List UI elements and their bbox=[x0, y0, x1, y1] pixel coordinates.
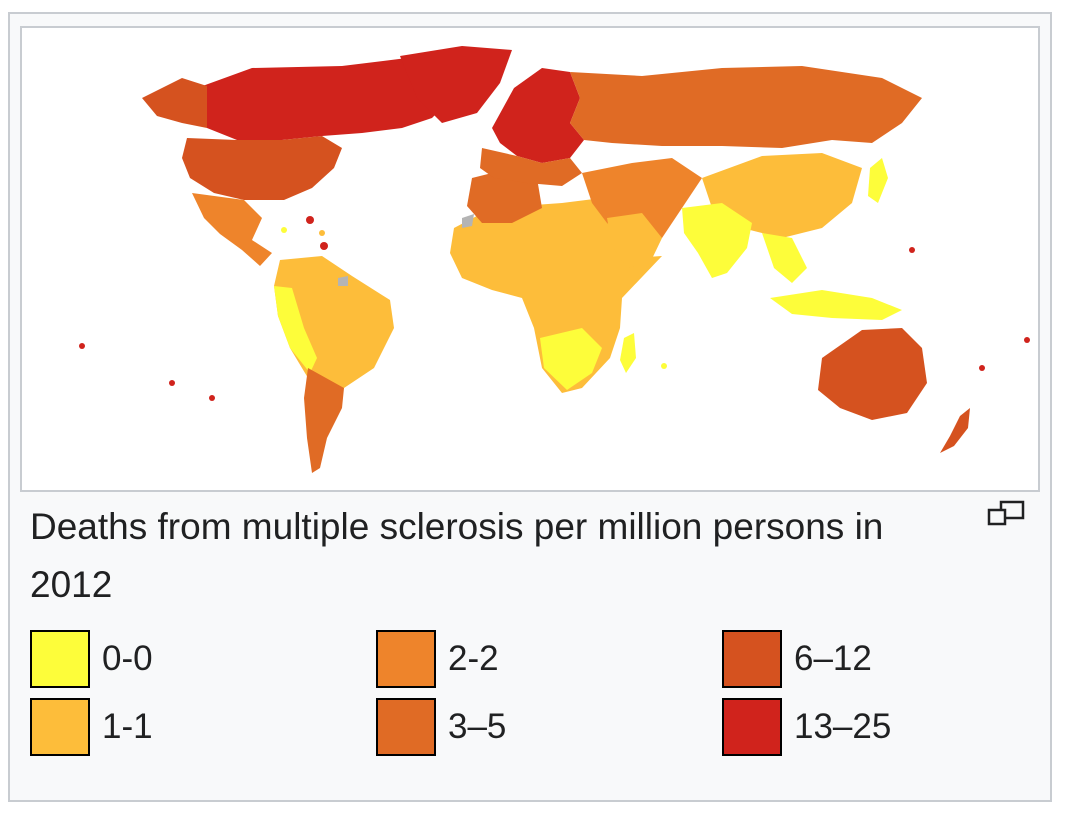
region-greenland bbox=[400, 46, 512, 123]
region-southern-africa bbox=[540, 328, 602, 390]
legend-item-13-25: 13–25 bbox=[722, 696, 891, 758]
region-arabia bbox=[607, 213, 662, 268]
region-africa bbox=[450, 198, 662, 393]
region-new-zealand bbox=[940, 408, 970, 453]
legend-swatch bbox=[722, 698, 782, 756]
legend-item-6-12: 6–12 bbox=[722, 628, 872, 690]
region-india bbox=[682, 203, 752, 278]
legend-label: 0-0 bbox=[102, 639, 153, 678]
world-map[interactable] bbox=[20, 26, 1040, 492]
legend-label: 3–5 bbox=[448, 707, 507, 746]
legend-item-0-0: 0-0 bbox=[30, 628, 153, 690]
legend-label: 2-2 bbox=[448, 639, 499, 678]
region-russia bbox=[570, 66, 922, 148]
world-map-svg bbox=[79, 46, 1030, 473]
magnify-clip-icon[interactable] bbox=[985, 498, 1029, 534]
region-alaska bbox=[142, 78, 207, 128]
map-caption: Deaths from multiple sclerosis per milli… bbox=[30, 506, 884, 605]
legend-swatch bbox=[722, 630, 782, 688]
legend-swatch bbox=[376, 698, 436, 756]
region-northern-europe bbox=[492, 68, 584, 163]
legend-swatch bbox=[30, 698, 90, 756]
region-australia bbox=[818, 328, 927, 420]
region-no-data bbox=[462, 214, 474, 228]
legend-item-1-1: 1-1 bbox=[30, 696, 153, 758]
legend-label: 13–25 bbox=[794, 707, 892, 746]
region-japan bbox=[868, 158, 888, 203]
map-thumbnail-box: Deaths from multiple sclerosis per milli… bbox=[8, 12, 1052, 802]
region-andes bbox=[274, 286, 317, 373]
legend-swatch bbox=[30, 630, 90, 688]
region-southern-cone bbox=[304, 368, 344, 473]
region-no-data-2 bbox=[338, 276, 348, 286]
legend-swatch bbox=[376, 630, 436, 688]
legend-label: 1-1 bbox=[102, 707, 153, 746]
region-canada bbox=[197, 58, 452, 140]
legend: 0-0 1-1 2-2 3–5 6–12 13–25 bbox=[30, 628, 1040, 778]
region-southeast-asia bbox=[762, 233, 807, 283]
region-usa bbox=[182, 136, 342, 200]
region-mexico bbox=[192, 193, 272, 266]
enlarge-icon bbox=[987, 500, 1025, 526]
legend-item-3-5: 3–5 bbox=[376, 696, 506, 758]
region-southern-europe bbox=[480, 148, 582, 186]
region-madagascar bbox=[620, 333, 636, 373]
region-indonesia bbox=[770, 290, 902, 320]
legend-item-2-2: 2-2 bbox=[376, 628, 499, 690]
legend-label: 6–12 bbox=[794, 639, 872, 678]
